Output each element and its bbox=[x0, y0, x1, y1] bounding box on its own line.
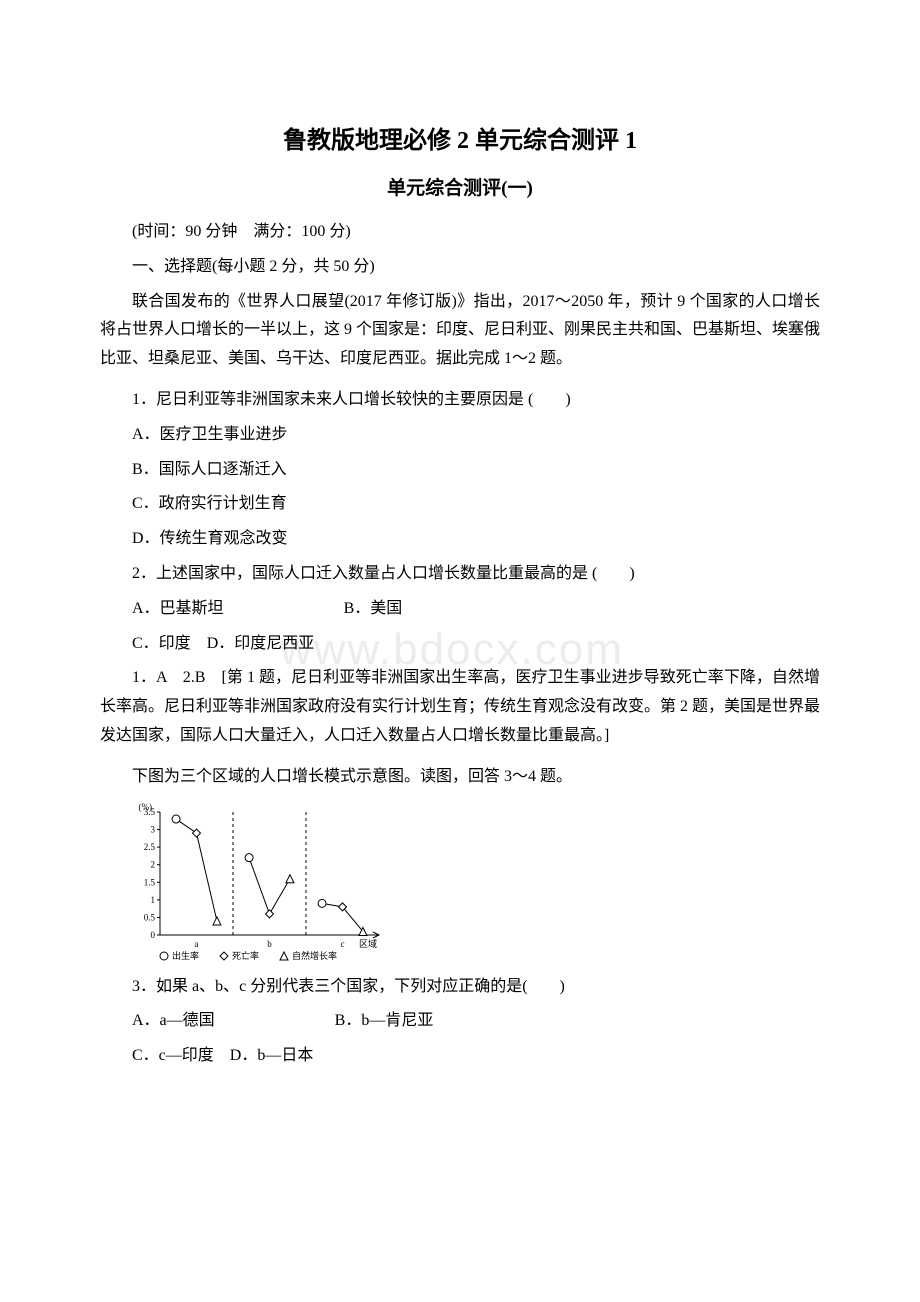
population-chart: 00.511.522.533.5(%)abc区域出生率死亡率自然增长率 bbox=[132, 800, 820, 965]
intro-paragraph-2: 下图为三个区域的人口增长模式示意图。读图，回答 3～4 题。 bbox=[100, 763, 820, 792]
q1-option-d: D．传统生育观念改变 bbox=[100, 525, 820, 554]
q3-options-ab: A．a—德国 B．b—肯尼亚 bbox=[100, 1007, 820, 1036]
q2-option-c: C．印度 bbox=[132, 635, 191, 652]
q1-option-b: B．国际人口逐渐迁入 bbox=[100, 456, 820, 485]
svg-text:0: 0 bbox=[151, 930, 156, 940]
q3-option-c: C．c—印度 bbox=[132, 1047, 214, 1064]
svg-text:自然增长率: 自然增长率 bbox=[292, 950, 337, 961]
q3-options-cd: C．c—印度 D．b—日本 bbox=[100, 1042, 820, 1071]
svg-text:死亡率: 死亡率 bbox=[232, 950, 259, 961]
svg-text:2.5: 2.5 bbox=[144, 842, 156, 852]
q2-option-d: D．印度尼西亚 bbox=[207, 635, 315, 652]
svg-text:2: 2 bbox=[151, 859, 156, 869]
svg-text:b: b bbox=[267, 939, 272, 949]
question-1: 1．尼日利亚等非洲国家未来人口增长较快的主要原因是 ( ) bbox=[100, 386, 820, 415]
q3-option-d: D．b—日本 bbox=[230, 1047, 314, 1064]
q2-options-cd: C．印度 D．印度尼西亚 bbox=[100, 630, 820, 659]
svg-text:c: c bbox=[341, 939, 345, 949]
svg-text:1: 1 bbox=[151, 894, 156, 904]
page-title: 鲁教版地理必修 2 单元综合测评 1 bbox=[100, 120, 820, 155]
svg-text:出生率: 出生率 bbox=[172, 950, 199, 961]
intro-paragraph-1: 联合国发布的《世界人口展望(2017 年修订版)》指出，2017～2050 年，… bbox=[100, 288, 820, 374]
question-2: 2．上述国家中，国际人口迁入数量占人口增长数量比重最高的是 ( ) bbox=[100, 560, 820, 589]
svg-text:1.5: 1.5 bbox=[144, 877, 156, 887]
q2-option-b: B．美国 bbox=[344, 600, 403, 617]
q1-option-a: A．医疗卫生事业进步 bbox=[100, 421, 820, 450]
svg-text:0.5: 0.5 bbox=[144, 912, 156, 922]
section-heading: 一、选择题(每小题 2 分，共 50 分) bbox=[100, 253, 820, 282]
svg-text:a: a bbox=[195, 939, 199, 949]
question-3: 3．如果 a、b、c 分别代表三个国家，下列对应正确的是( ) bbox=[100, 973, 820, 1002]
q1-option-c: C．政府实行计划生育 bbox=[100, 490, 820, 519]
svg-text:(%): (%) bbox=[139, 802, 153, 812]
q3-option-b: B．b—肯尼亚 bbox=[335, 1012, 434, 1029]
q3-option-a: A．a—德国 bbox=[132, 1012, 215, 1029]
q2-option-a: A．巴基斯坦 bbox=[132, 600, 224, 617]
answer-explanation-12: 1．A 2.B [第 1 题，尼日利亚等非洲国家出生率高，医疗卫生事业进步导致死… bbox=[100, 664, 820, 750]
page-subtitle: 单元综合测评(一) bbox=[100, 173, 820, 200]
svg-text:区域: 区域 bbox=[359, 938, 377, 949]
timing-line: (时间：90 分钟 满分：100 分) bbox=[100, 218, 820, 247]
svg-text:3: 3 bbox=[151, 824, 156, 834]
q2-options-ab: A．巴基斯坦 B．美国 bbox=[100, 595, 820, 624]
